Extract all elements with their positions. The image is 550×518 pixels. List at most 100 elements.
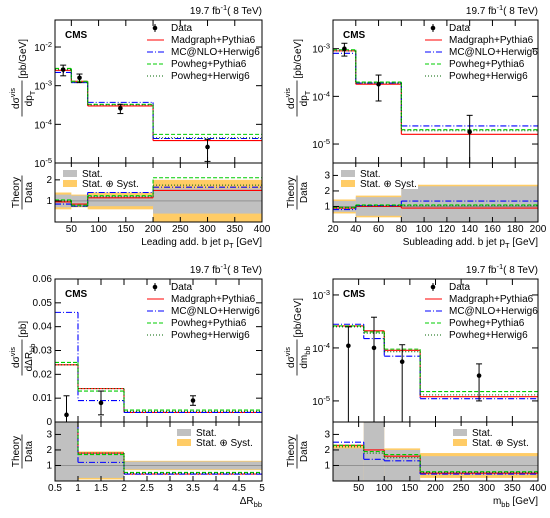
y-tick-label: 10-5 (312, 394, 330, 408)
x-axis-label-part: [GeV] (234, 237, 263, 248)
legend-label: Data (171, 282, 193, 293)
y-label-num-part: vis (8, 347, 17, 356)
y-tick-label: 10-3 (312, 42, 330, 56)
ratio-y-tick-label: 2 (324, 445, 330, 456)
legend-label: Powheg+Pythia6 (171, 318, 247, 329)
y-tick-label-part: -3 (45, 79, 52, 88)
ratio-legend-bg (60, 167, 140, 189)
uncertainty-band (401, 186, 538, 222)
x-axis-label-part: Leading add. b jet p (141, 237, 229, 248)
ratio-y-tick-label: 1 (324, 201, 330, 212)
y-label-den: dΔRbb (24, 344, 37, 372)
ratio-plot (333, 422, 538, 481)
legend-label: Stat. (82, 169, 103, 180)
legend-label: Data (449, 23, 471, 34)
lumi-label: 19.7 fb-1( 8 TeV) (190, 262, 262, 276)
x-tick-label: 100 (376, 483, 393, 494)
y-tick-label-part: 10 (34, 43, 46, 54)
legend-label: Powheg+Pythia6 (449, 59, 525, 70)
ratio-y-tick-label: 2 (324, 186, 330, 197)
ratio-legend-bg (450, 426, 530, 448)
legend-label: Stat. ⊕ Syst. (196, 438, 253, 449)
x-tick-label: 150 (117, 224, 134, 235)
ratio-label-den: Data (24, 182, 35, 204)
uncertainty-band (55, 422, 78, 481)
data-point (77, 75, 82, 81)
lumi-label-part: -1 (496, 262, 503, 271)
legend-data-marker (152, 284, 158, 290)
ratio-label-num: Theory (11, 436, 22, 467)
y-tick-label: 10-5 (34, 156, 52, 170)
cms-label: CMS (343, 289, 366, 300)
legend-swatch (341, 170, 355, 177)
legend-swatch (177, 439, 191, 446)
legend-label: Powheg+Herwig6 (449, 330, 528, 341)
legend-label: Madgraph+Pythia6 (171, 294, 256, 305)
lumi-label-part: 19.7 fb (190, 265, 221, 276)
ratio-label-den: Data (299, 441, 310, 463)
y-tick-label: 10-4 (312, 89, 330, 103)
legend-swatch (453, 429, 467, 436)
ratio-label-den-part: Data (299, 441, 310, 463)
legend-label: MC@NLO+Herwig6 (171, 47, 260, 58)
x-tick-label: 20 (327, 224, 339, 235)
x-tick-label: 200 (427, 483, 444, 494)
y-label-den-part: bb (303, 346, 312, 354)
y-tick-label-part: -5 (323, 137, 330, 146)
cms-label: CMS (65, 30, 88, 41)
y-tick-label: 0.01 (33, 393, 53, 404)
ratio-frame (54, 162, 263, 223)
data-point (205, 144, 210, 150)
y-tick-label: 0 (46, 417, 52, 428)
x-tick-label: 40 (350, 224, 362, 235)
y-label-den: dpT (299, 90, 312, 106)
y-label-den-part: dp (24, 95, 35, 107)
x-tick-label: 200 (530, 224, 547, 235)
x-tick-label: 200 (145, 224, 162, 235)
lumi-label-part: 19.7 fb (466, 6, 497, 17)
y-label-unit: [pb] (18, 321, 29, 338)
y-tick-label-part: -3 (323, 288, 330, 297)
x-axis-label-part: [GeV] (510, 237, 539, 248)
y-label-den-part: dp (299, 95, 310, 107)
x-tick-label: 60 (373, 224, 385, 235)
ratio-y-tick-label: 2 (46, 175, 52, 186)
lumi-label: 19.7 fb-1( 8 TeV) (466, 3, 538, 17)
lumi-label: 19.7 fb-1( 8 TeV) (466, 262, 538, 276)
x-tick-label: 2.5 (140, 483, 154, 494)
x-tick-label: 400 (530, 483, 547, 494)
y-tick-label-part: 10 (34, 159, 46, 170)
y-label-unit: [pb/GeV] (18, 39, 29, 79)
ratio-plot (333, 184, 538, 222)
y-tick-label-part: 10 (312, 92, 324, 103)
y-label-unit: [pb/GeV] (293, 39, 304, 79)
legend-label: Stat. ⊕ Syst. (82, 179, 139, 190)
y-label-num-part: vis (283, 88, 292, 97)
y-label-unit: [pb/GeV] (293, 298, 304, 338)
ratio-frame (332, 162, 539, 223)
ratio-frame (54, 421, 263, 482)
lumi-label-part: ( 8 TeV) (503, 265, 538, 276)
data-point (371, 345, 377, 351)
y-tick-label: 10-3 (312, 288, 330, 302)
y-label-num: dσvis (8, 88, 22, 109)
y-label-den-part: dm (299, 355, 310, 369)
x-axis-label: mbb [GeV] (493, 496, 538, 509)
x-axis-label-part: [GeV] (510, 496, 539, 507)
x-tick-label: 150 (402, 483, 419, 494)
y-label-den-part: T (28, 90, 37, 95)
x-axis-label: Subleading add. b jet pT [GeV] (403, 237, 538, 250)
lumi-label-part: 19.7 fb (190, 6, 221, 17)
y-tick-label-part: -5 (45, 156, 52, 165)
legend-label: Madgraph+Pythia6 (171, 35, 256, 46)
ratio-y-label: Theory Data (11, 434, 35, 469)
legend-swatch (341, 180, 355, 187)
legend-label: Stat. (360, 169, 381, 180)
y-tick-label: 0.06 (33, 274, 53, 285)
main-plot (333, 316, 538, 422)
x-tick-label: 50 (353, 483, 365, 494)
data-point (190, 398, 196, 403)
